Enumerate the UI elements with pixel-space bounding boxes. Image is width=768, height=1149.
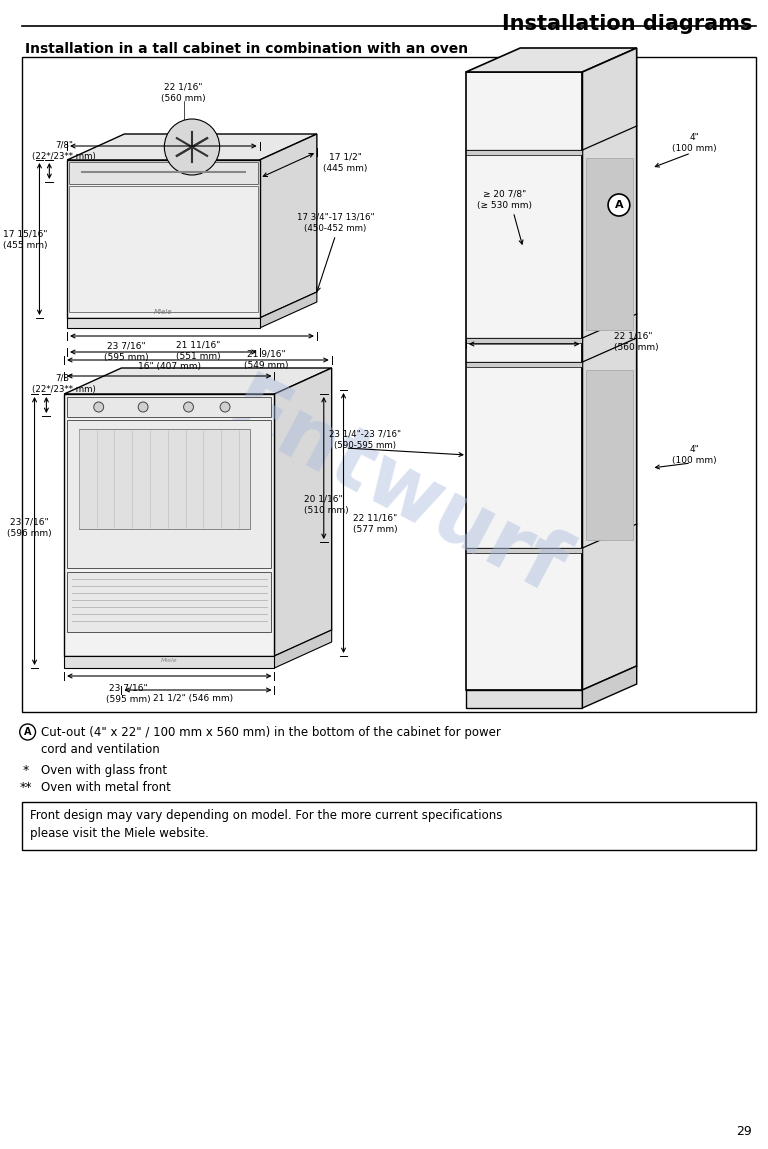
Circle shape (138, 402, 148, 412)
Text: 22 1/16"
(560 mm): 22 1/16" (560 mm) (614, 332, 659, 353)
Text: 23 7/16"
(596 mm): 23 7/16" (596 mm) (7, 518, 52, 538)
Polygon shape (260, 134, 317, 318)
Bar (65, 394, 274, 656)
Text: Entwurf: Entwurf (213, 368, 578, 612)
Text: A: A (24, 727, 31, 737)
Circle shape (220, 402, 230, 412)
Bar (466, 151, 582, 155)
Polygon shape (582, 666, 637, 708)
Polygon shape (466, 48, 637, 72)
Text: 17 15/16"
(455 mm): 17 15/16" (455 mm) (3, 230, 48, 250)
Text: 23 7/16"
(595 mm): 23 7/16" (595 mm) (106, 684, 151, 704)
Text: 23 7/16"
(595 mm): 23 7/16" (595 mm) (104, 341, 149, 362)
Text: Installation in a tall cabinet in combination with an oven: Installation in a tall cabinet in combin… (25, 43, 468, 56)
Text: 17 1/2"
(445 mm): 17 1/2" (445 mm) (323, 153, 368, 173)
Text: 21 1/2" (546 mm): 21 1/2" (546 mm) (154, 694, 233, 703)
Text: 23 1/4"-23 7/16"
(590-595 mm): 23 1/4"-23 7/16" (590-595 mm) (329, 430, 402, 450)
Bar (67, 421, 271, 568)
Bar (65, 656, 274, 668)
Text: 20 1/16"
(510 mm): 20 1/16" (510 mm) (304, 495, 349, 515)
Text: 29: 29 (737, 1125, 752, 1138)
Bar (67, 398, 271, 417)
Bar (586, 370, 633, 540)
Bar (69, 162, 257, 184)
Polygon shape (260, 292, 317, 327)
Bar (466, 548, 582, 553)
Text: Miele: Miele (161, 658, 177, 663)
Text: 16" (407 mm): 16" (407 mm) (137, 362, 200, 370)
Bar (466, 72, 582, 691)
Bar (22, 802, 756, 850)
Polygon shape (274, 368, 332, 656)
Text: *: * (22, 764, 28, 777)
Polygon shape (582, 48, 637, 691)
Bar (67, 572, 271, 632)
Text: 22 11/16"
(577 mm): 22 11/16" (577 mm) (353, 514, 398, 534)
Text: 21 9/16"
(549 mm): 21 9/16" (549 mm) (244, 349, 289, 370)
Bar (69, 186, 257, 313)
Text: Cut-out (4" x 22" / 100 mm x 560 mm) in the bottom of the cabinet for power
cord: Cut-out (4" x 22" / 100 mm x 560 mm) in … (41, 726, 502, 756)
Text: **: ** (19, 781, 32, 794)
Circle shape (20, 724, 35, 740)
Bar (466, 338, 582, 344)
Text: 4"
(100 mm): 4" (100 mm) (672, 133, 717, 153)
Polygon shape (67, 134, 317, 160)
Circle shape (94, 402, 104, 412)
Bar (79, 429, 250, 529)
Text: Miele: Miele (154, 309, 173, 315)
Polygon shape (274, 630, 332, 668)
Text: 4"
(100 mm): 4" (100 mm) (672, 445, 717, 465)
Text: Installation diagrams: Installation diagrams (502, 14, 752, 34)
Bar (22, 57, 756, 712)
Text: Oven with metal front: Oven with metal front (41, 781, 171, 794)
Bar (466, 362, 582, 367)
Text: 7/8"
(22*/23** mm): 7/8" (22*/23** mm) (32, 141, 96, 161)
Circle shape (164, 119, 220, 175)
Text: 17 3/4"-17 13/16"
(450-452 mm): 17 3/4"-17 13/16" (450-452 mm) (296, 213, 375, 233)
Polygon shape (65, 368, 332, 394)
Circle shape (184, 402, 194, 412)
Text: Front design may vary depending on model. For the more current specifications
pl: Front design may vary depending on model… (30, 809, 502, 840)
Text: 22 1/16"
(560 mm): 22 1/16" (560 mm) (161, 83, 206, 103)
Text: 7/8"
(22*/23** mm): 7/8" (22*/23** mm) (32, 373, 96, 394)
Text: A: A (614, 200, 624, 210)
Bar (67, 160, 260, 318)
Bar (466, 691, 582, 708)
Text: Oven with glass front: Oven with glass front (41, 764, 167, 777)
Bar (67, 318, 260, 327)
Text: ≥ 20 7/8"
(≥ 530 mm): ≥ 20 7/8" (≥ 530 mm) (477, 190, 532, 210)
Bar (586, 159, 633, 330)
Text: 21 11/16"
(551 mm): 21 11/16" (551 mm) (176, 341, 220, 361)
Circle shape (608, 194, 630, 216)
